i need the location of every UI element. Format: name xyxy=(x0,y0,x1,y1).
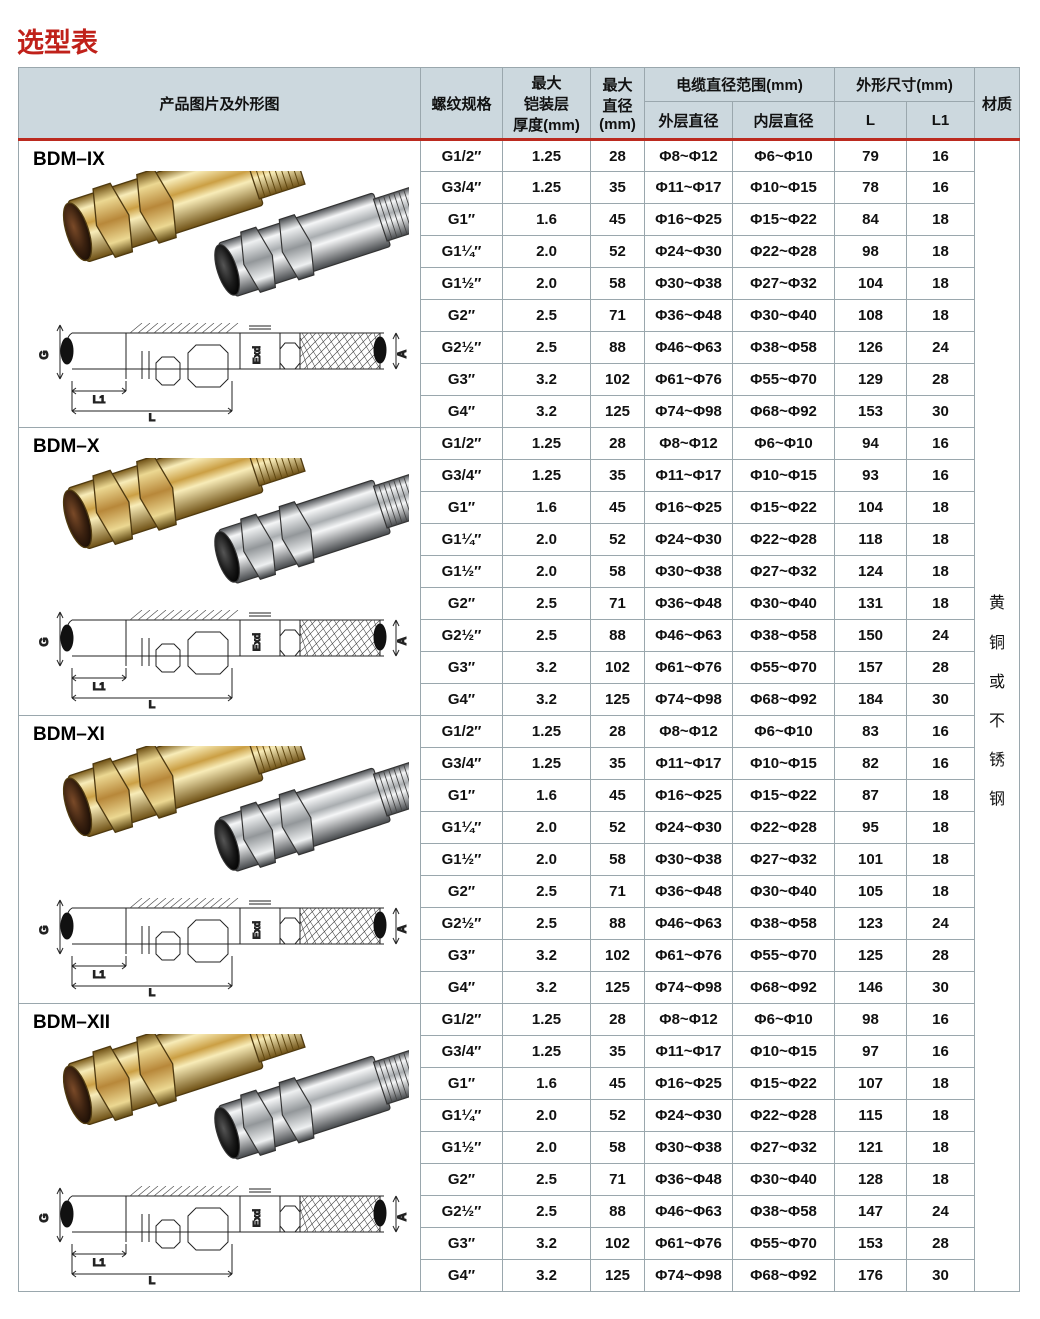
svg-text:A: A xyxy=(395,636,409,645)
svg-text:L1: L1 xyxy=(93,394,106,406)
svg-text:Exd: Exd xyxy=(252,633,263,651)
svg-text:Exd: Exd xyxy=(252,1209,263,1227)
svg-text:A: A xyxy=(395,1212,409,1221)
svg-text:L1: L1 xyxy=(93,1257,106,1269)
svg-text:A: A xyxy=(395,349,409,358)
svg-text:L1: L1 xyxy=(93,969,106,981)
svg-text:G: G xyxy=(37,925,51,934)
svg-text:G: G xyxy=(37,1213,51,1222)
svg-text:L1: L1 xyxy=(93,681,106,693)
svg-text:G: G xyxy=(37,350,51,359)
svg-text:L: L xyxy=(149,699,156,710)
svg-text:Exd: Exd xyxy=(252,921,263,939)
svg-text:L: L xyxy=(149,1275,156,1286)
svg-text:Exd: Exd xyxy=(252,346,263,364)
svg-text:G: G xyxy=(37,637,51,646)
svg-text:L: L xyxy=(149,412,156,423)
svg-text:L: L xyxy=(149,987,156,998)
svg-text:A: A xyxy=(395,924,409,933)
